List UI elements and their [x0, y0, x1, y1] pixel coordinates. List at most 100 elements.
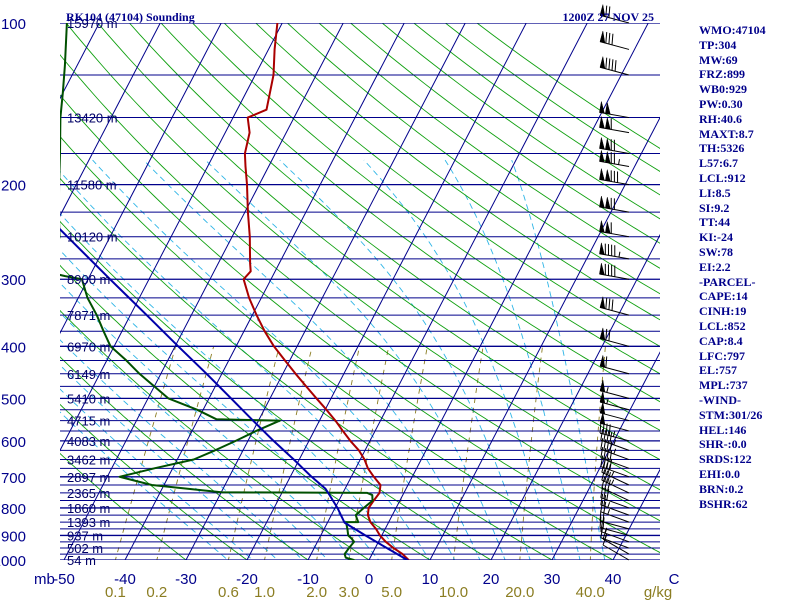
dewpoint-profile — [60, 23, 374, 560]
moist-adiabat — [143, 159, 481, 560]
pressure-tick-label: 800 — [1, 501, 26, 518]
height-label: 15970 m — [67, 16, 118, 31]
mixing-ratio-unit-label: g/kg — [644, 584, 672, 600]
temperature-profile — [242, 23, 411, 560]
height-label: 1860 m — [67, 501, 110, 516]
wind-barb — [601, 469, 630, 494]
dry-adiabat — [60, 54, 660, 522]
wind-barb — [599, 516, 630, 536]
index-item: MW:69 — [699, 52, 738, 67]
mixing-ratio-line — [227, 346, 280, 560]
wind-barb — [599, 242, 630, 260]
mixing-ratio-line — [519, 346, 543, 560]
mixing-ratio-line — [316, 346, 360, 560]
index-item: BRN:0.2 — [699, 481, 744, 496]
isotherm — [551, 351, 660, 560]
wind-barb — [599, 296, 630, 316]
dry-adiabat — [286, 23, 660, 295]
index-item: MAXT:8.7 — [699, 126, 754, 141]
pressure-tick-label: 500 — [1, 391, 26, 408]
dry-adiabat — [60, 264, 431, 560]
height-label: 3462 m — [67, 453, 110, 468]
index-item: SW:78 — [699, 244, 734, 259]
temperature-tick-label: -20 — [236, 571, 258, 588]
pressure-tick-label: 300 — [1, 272, 26, 289]
dry-adiabat — [60, 177, 553, 560]
index-item: HEL:146 — [699, 422, 747, 437]
pressure-unit-label: mb — [34, 571, 55, 588]
isotherm — [63, 23, 344, 560]
dry-adiabat — [60, 356, 309, 560]
height-label: 937 m — [67, 528, 103, 543]
wind-barb — [599, 137, 630, 155]
wind-barb — [599, 196, 630, 213]
index-item: CAPE:14 — [699, 289, 748, 304]
index-item: CINH:19 — [699, 304, 747, 319]
stability-indices: WMO:47104 TP:304 MW:69 FRZ:899 WB0:929 PW:0.3… — [699, 23, 799, 511]
mixing-ratio-tick-label: 0.1 — [105, 584, 126, 600]
index-item: BSHR:62 — [699, 496, 748, 511]
temperature-tick-label: 40 — [605, 571, 622, 588]
isotherm — [490, 233, 660, 560]
pressure-tick-label: 200 — [1, 178, 26, 195]
mixing-ratio-line — [156, 346, 215, 560]
height-label: 8900 m — [67, 272, 110, 287]
index-item: CAP:8.4 — [699, 333, 743, 348]
index-item: KI:-24 — [699, 230, 733, 245]
wind-barb — [600, 493, 630, 516]
index-item: TH:5326 — [699, 141, 745, 156]
isotherm — [246, 23, 527, 560]
wind-barb — [600, 520, 630, 543]
wind-barb — [599, 101, 630, 119]
index-item: TP:304 — [699, 37, 737, 52]
height-label: 4715 m — [67, 414, 110, 429]
index-item: -WIND- — [699, 392, 741, 407]
mixing-ratio-tick-label: 2.0 — [306, 584, 327, 600]
wind-barb — [599, 402, 630, 422]
dry-adiabat — [128, 23, 660, 431]
moist-adiabat — [60, 388, 254, 560]
background-lines — [60, 23, 660, 560]
height-label: 1393 m — [67, 515, 110, 530]
wind-barb — [599, 168, 630, 186]
moist-adiabat — [60, 364, 279, 560]
height-label: 2897 m — [67, 470, 110, 485]
moist-adiabat — [60, 339, 304, 560]
isotherm — [307, 23, 588, 560]
temperature-tick-label: 0 — [365, 571, 373, 588]
temperature-tick-label: 20 — [483, 571, 500, 588]
pressure-tick-label: 900 — [1, 528, 26, 545]
moist-adiabat — [60, 411, 229, 560]
height-label: 10120 m — [67, 230, 118, 245]
dry-adiabat — [60, 403, 248, 560]
index-item: SRDS:122 — [699, 452, 752, 467]
index-item: EI:2.2 — [699, 259, 731, 274]
dry-adiabat — [349, 23, 660, 244]
height-label: 4083 m — [67, 434, 110, 449]
temperature-unit-label: C — [669, 571, 680, 588]
wind-barbs — [599, 4, 630, 561]
mixing-ratio-line — [453, 346, 484, 560]
dry-adiabat — [255, 23, 660, 321]
pressure-tick-label: 700 — [1, 470, 26, 487]
wind-barb — [599, 30, 630, 50]
dry-adiabat — [318, 23, 660, 269]
index-item: STM:301/26 — [699, 407, 763, 422]
pressure-tick-label: 600 — [1, 434, 26, 451]
dry-adiabat — [60, 135, 614, 560]
temperature-tick-label: 10 — [422, 571, 439, 588]
axis-labels: 100200300400500600700800900100015970 m13… — [0, 16, 680, 600]
pressure-tick-label: 100 — [1, 16, 26, 33]
index-item: PW:0.30 — [699, 96, 743, 111]
height-label: 13420 m — [67, 111, 118, 126]
height-label: 7871 m — [67, 308, 110, 323]
height-label: 5410 m — [67, 391, 110, 406]
wind-barb — [599, 4, 630, 24]
wind-barb — [599, 56, 630, 76]
index-item: WMO:47104 — [699, 23, 766, 37]
height-label: 11580 m — [67, 178, 117, 193]
moist-adiabat — [511, 159, 606, 560]
height-label: 502 m — [67, 541, 103, 556]
index-item: WB0:929 — [699, 82, 747, 97]
